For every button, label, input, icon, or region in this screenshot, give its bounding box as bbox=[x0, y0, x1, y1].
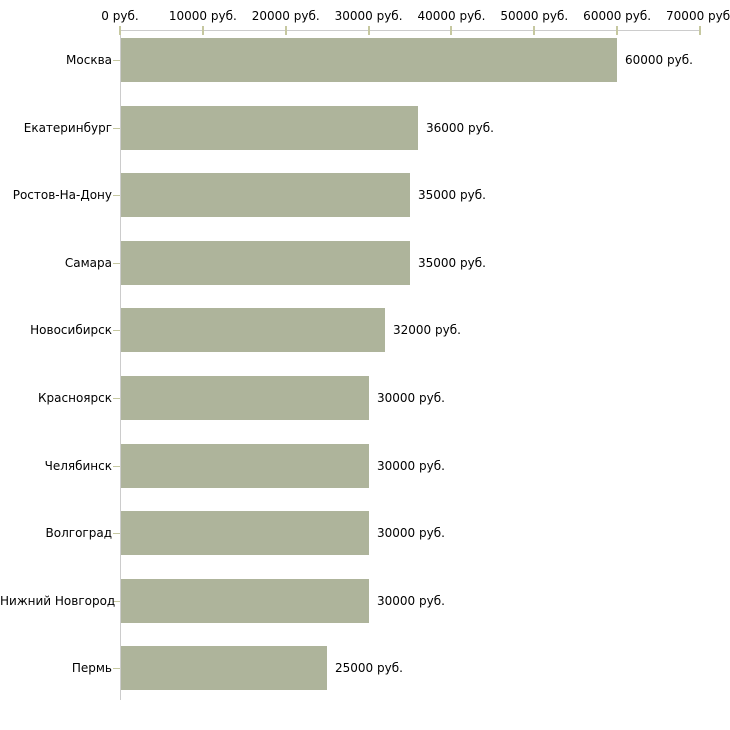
value-label: 30000 руб. bbox=[377, 526, 445, 540]
y-axis-line bbox=[120, 30, 121, 700]
x-axis-tick-label: 20000 руб. bbox=[251, 9, 320, 23]
x-axis-tick bbox=[367, 26, 370, 35]
bar bbox=[121, 444, 369, 488]
value-label: 25000 руб. bbox=[335, 661, 403, 675]
bar bbox=[121, 646, 327, 690]
x-axis-tick-label: 10000 руб. bbox=[168, 9, 237, 23]
x-axis-tick-label: 30000 руб. bbox=[334, 9, 403, 23]
bar bbox=[121, 173, 410, 217]
x-axis-tick-label: 60000 руб. bbox=[583, 9, 652, 23]
x-axis-tick bbox=[533, 26, 536, 35]
x-axis-tick-label: 0 руб. bbox=[101, 9, 139, 23]
value-label: 36000 руб. bbox=[426, 121, 494, 135]
value-label: 30000 руб. bbox=[377, 391, 445, 405]
x-axis-line bbox=[120, 30, 701, 31]
category-label: Екатеринбург bbox=[23, 121, 112, 135]
category-label: Москва bbox=[66, 53, 112, 67]
bar bbox=[121, 308, 385, 352]
bar bbox=[121, 38, 617, 82]
value-label: 30000 руб. bbox=[377, 459, 445, 473]
value-label: 32000 руб. bbox=[393, 323, 461, 337]
bar bbox=[121, 241, 410, 285]
y-axis-tick bbox=[113, 128, 120, 129]
bar bbox=[121, 511, 369, 555]
y-axis-tick bbox=[113, 263, 120, 264]
value-label: 30000 руб. bbox=[377, 594, 445, 608]
y-axis-tick bbox=[113, 195, 120, 196]
y-axis-tick bbox=[113, 601, 120, 602]
bar bbox=[121, 106, 418, 150]
y-axis-tick bbox=[113, 60, 120, 61]
x-axis-tick bbox=[201, 26, 204, 35]
x-axis-tick-label: 50000 руб. bbox=[500, 9, 569, 23]
category-label: Челябинск bbox=[44, 459, 112, 473]
category-label: Нижний Новгород bbox=[0, 594, 116, 608]
y-axis-tick bbox=[113, 533, 120, 534]
y-axis-tick bbox=[113, 668, 120, 669]
x-axis-tick bbox=[119, 26, 121, 35]
bar bbox=[121, 376, 369, 420]
value-label: 35000 руб. bbox=[418, 256, 486, 270]
category-label: Пермь bbox=[71, 661, 112, 675]
category-label: Волгоград bbox=[45, 526, 112, 540]
category-label: Ростов-На-Дону bbox=[12, 188, 112, 202]
category-label: Самара bbox=[64, 256, 112, 270]
x-axis-tick-label: 70000 руб. bbox=[666, 9, 730, 23]
y-axis-tick bbox=[113, 330, 120, 331]
x-axis-tick-label: 40000 руб. bbox=[417, 9, 486, 23]
category-label: Новосибирск bbox=[30, 323, 112, 337]
x-axis-tick bbox=[450, 26, 453, 35]
x-axis-tick bbox=[284, 26, 287, 35]
category-label: Красноярск bbox=[38, 391, 112, 405]
x-axis-tick bbox=[616, 26, 619, 35]
value-label: 35000 руб. bbox=[418, 188, 486, 202]
x-axis-tick bbox=[699, 26, 701, 35]
y-axis-tick bbox=[113, 466, 120, 467]
value-label: 60000 руб. bbox=[625, 53, 693, 67]
y-axis-tick bbox=[113, 398, 120, 399]
bar bbox=[121, 579, 369, 623]
